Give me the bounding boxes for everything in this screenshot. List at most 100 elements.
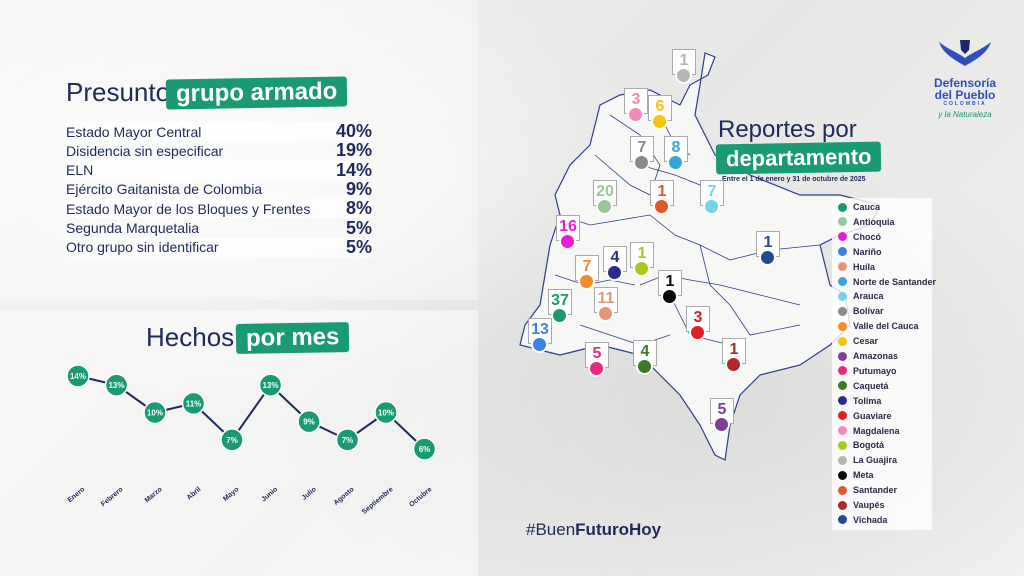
legend-label: Bolívar: [853, 306, 884, 317]
data-label: 11%: [186, 399, 202, 408]
legend-swatch: [838, 411, 847, 421]
armed-group-row: Segunda Marquetalia 5%: [66, 217, 372, 238]
logo-line3: COLOMBIA: [943, 101, 987, 107]
armed-group-title: Presunto: [66, 77, 171, 107]
defensoria-logo-icon: [939, 40, 991, 66]
legend-swatch: [838, 470, 847, 480]
legend-item: Magdalena: [838, 426, 900, 436]
map-marker: 37: [548, 289, 572, 324]
legend-swatch: [838, 336, 847, 346]
legend-swatch: [838, 217, 847, 227]
armed-group-pct: 40%: [335, 121, 372, 141]
legend-item: Norte de Santander: [838, 277, 936, 287]
legend-swatch: [838, 277, 847, 286]
marker-dot: [531, 336, 548, 353]
legend-label: Huila: [853, 261, 876, 272]
marker-dot: [588, 360, 605, 377]
map-marker: 4: [633, 340, 657, 375]
map-marker: 3: [686, 306, 710, 341]
armed-group-title-tag: grupo armado: [165, 76, 348, 110]
legend-item: Amazonas: [838, 351, 898, 361]
logo-line2: del Pueblo: [934, 88, 996, 102]
armed-group-label: ELN: [66, 162, 94, 179]
legend-panel: [832, 198, 932, 530]
data-point: [66, 364, 90, 388]
armed-group-row: Disidencia sin especificar 19%: [66, 140, 372, 161]
legend-label: Arauca: [853, 291, 884, 302]
map-marker: 6: [648, 95, 672, 130]
legend-item: La Guajira: [838, 455, 897, 465]
map-marker: 7: [630, 136, 654, 171]
armed-group-pct: 8%: [345, 198, 372, 219]
marker-dot: [633, 154, 650, 171]
legend-item: Nariño: [838, 247, 882, 257]
legend-item: Huila: [838, 262, 875, 272]
logo-tagline: y la Naturaleza: [938, 110, 992, 119]
data-label: 14%: [70, 372, 86, 381]
legend-swatch: [838, 515, 847, 525]
hashtag: #BuenFuturoHoy: [526, 520, 661, 540]
legend-swatch: [838, 500, 847, 510]
hashtag-prefix: #Buen: [526, 520, 576, 539]
marker-dot: [653, 198, 670, 215]
marker-dot: [559, 233, 576, 250]
marker-dot: [651, 113, 668, 130]
legend-swatch: [838, 366, 847, 376]
legend-item: Santander: [838, 485, 897, 495]
armed-group-pct: 14%: [335, 159, 372, 180]
marker-dot: [661, 288, 678, 305]
marker-dot: [627, 106, 644, 123]
marker-count: 7: [630, 136, 654, 162]
armed-group-label: Segunda Marquetalia: [66, 220, 200, 236]
legend-swatch: [838, 396, 847, 406]
armed-group-pct: 5%: [345, 217, 372, 238]
data-label: 6%: [419, 445, 431, 454]
logo-line1: Defensoría: [933, 76, 997, 90]
marker-dot: [551, 307, 568, 324]
legend-swatch: [838, 381, 847, 391]
data-label: 9%: [303, 418, 315, 427]
map-marker: 1: [650, 180, 674, 215]
legend-item: Tolima: [838, 396, 881, 406]
armed-group-row: Otro grupo sin identificar 5%: [66, 237, 372, 257]
marker-dot: [675, 67, 692, 84]
map-marker: 1: [630, 242, 654, 277]
legend-label: Putumayo: [853, 365, 897, 376]
map-marker: 7: [700, 180, 724, 215]
marker-dot: [606, 264, 623, 281]
legend-label: Chocó: [853, 231, 881, 242]
marker-dot: [636, 358, 653, 375]
legend-item: Caquetá: [838, 381, 889, 391]
legend-item: Arauca: [838, 291, 884, 301]
marker-dot: [703, 198, 720, 215]
legend-label: Meta: [853, 470, 874, 481]
armed-group-label: Disidencia sin especificar: [66, 142, 224, 159]
data-point: [374, 400, 398, 425]
map-marker: 1: [658, 270, 682, 305]
logo: Defensoría del Pueblo COLOMBIA y la Natu…: [930, 36, 1000, 119]
legend-label: Vichada: [853, 514, 888, 525]
armed-group-pct: 19%: [335, 140, 372, 161]
legend-item: Chocó: [838, 232, 881, 242]
armed-group-row: Ejército Gaitanista de Colombia 9%: [66, 179, 372, 199]
legend-label: Norte de Santander: [853, 276, 937, 287]
map-marker: 16: [556, 215, 580, 250]
marker-dot: [633, 260, 650, 277]
map-marker: 8: [664, 136, 688, 171]
reports-subtitle: Entre el 1 de enero y 31 de octubre de 2…: [722, 176, 866, 183]
marker-dot: [725, 356, 742, 373]
map-marker: 3: [624, 88, 648, 123]
data-point: [181, 391, 206, 416]
legend-swatch: [838, 455, 847, 465]
data-point: [335, 428, 360, 452]
legend-item: Vichada: [838, 515, 887, 525]
data-point: [104, 373, 129, 397]
legend-item: Meta: [838, 470, 874, 480]
map-marker: 7: [575, 255, 599, 290]
marker-dot: [759, 249, 776, 266]
legend-label: Valle del Cauca: [853, 321, 919, 332]
data-label: 7%: [342, 436, 354, 445]
legend-item: Cauca: [838, 202, 880, 212]
legend-label: Guaviare: [853, 410, 892, 421]
map-marker: 5: [585, 342, 609, 377]
